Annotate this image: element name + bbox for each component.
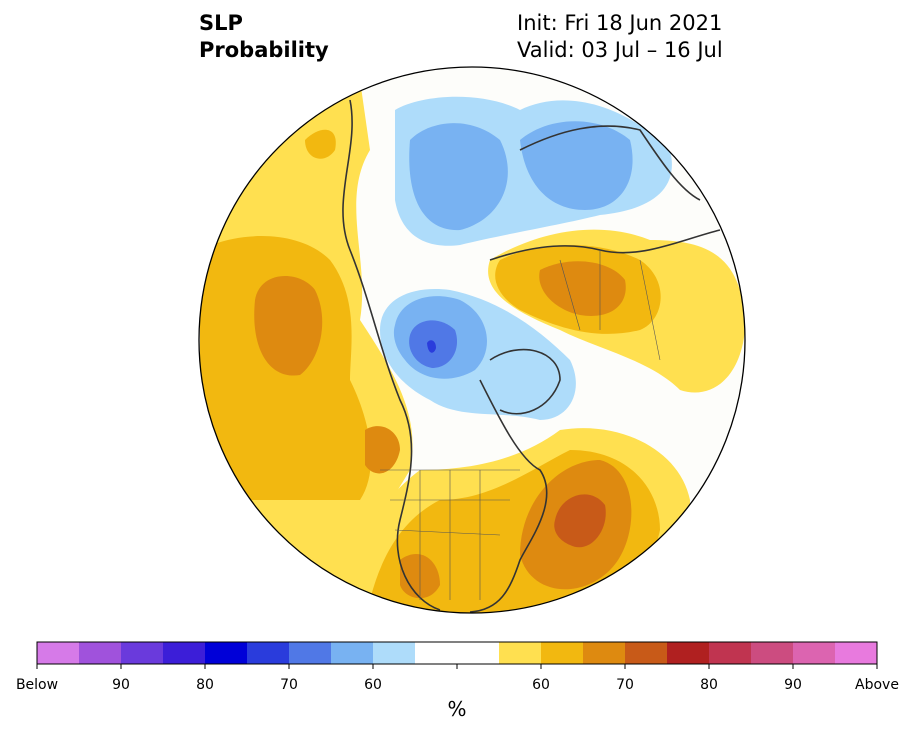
colorbar-cell	[793, 642, 836, 664]
colorbar-cells	[37, 642, 878, 664]
colorbar-tick-label: 70	[616, 677, 634, 693]
anomaly-atlantic-90	[554, 494, 606, 548]
anomaly-rockies-80	[365, 426, 400, 474]
colorbar-tick-label: Below	[16, 677, 58, 693]
anomaly-canada-90	[427, 340, 436, 353]
colorbar-cell	[163, 642, 206, 664]
coastline-north-america	[342, 99, 441, 611]
colorbar-cell	[415, 642, 458, 664]
colorbar-ticks: Below 90 80 70 60 60 70 80 90 Above	[16, 664, 899, 693]
colorbar-tick-label: 70	[280, 677, 298, 693]
colorbar-tick-label: 60	[364, 677, 382, 693]
colorbar-cell	[121, 642, 164, 664]
colorbar-cell	[625, 642, 668, 664]
coastline-siberia	[519, 125, 701, 201]
colorbar-cell	[331, 642, 374, 664]
anomaly-alaska-70	[305, 129, 336, 159]
colorbar-tick-label: 80	[700, 677, 718, 693]
colorbar-cell	[583, 642, 626, 664]
coastline-greenland	[489, 348, 561, 415]
title-variable: SLP	[199, 11, 243, 35]
colorbar-tick-label: 80	[196, 677, 214, 693]
colorbar-cell	[541, 642, 584, 664]
colorbar-tick-label: 60	[532, 677, 550, 693]
forecast-dates: Init: Fri 18 Jun 2021 Valid: 03 Jul – 16…	[517, 10, 723, 64]
colorbar-tick-label: 90	[784, 677, 802, 693]
anomaly-eurasia-80	[539, 261, 626, 316]
colorbar-cell	[835, 642, 878, 664]
colorbar-cell	[373, 642, 416, 664]
anomaly-arctic-70a	[409, 123, 508, 231]
colorbar-cell	[289, 642, 332, 664]
map-title: SLP Probability	[199, 10, 329, 64]
anomaly-arctic-70b	[520, 121, 633, 210]
colorbar-tick-label: 90	[112, 677, 130, 693]
colorbar-cell	[205, 642, 248, 664]
colorbar-cell	[79, 642, 122, 664]
title-product: Probability	[199, 38, 329, 62]
borders	[380, 250, 661, 600]
colorbar-cell	[709, 642, 752, 664]
colorbar-cell	[247, 642, 290, 664]
colorbar-cell	[751, 642, 794, 664]
init-date: Init: Fri 18 Jun 2021	[517, 11, 723, 35]
colorbar-cell	[457, 642, 500, 664]
colorbar-tick-label: Above	[855, 677, 899, 693]
polar-map	[198, 66, 746, 614]
colorbar-unit: %	[447, 697, 466, 721]
coastline-east-america	[469, 379, 548, 613]
colorbar-cell	[37, 642, 80, 664]
valid-range: Valid: 03 Jul – 16 Jul	[517, 38, 723, 62]
map-boundary	[198, 66, 746, 614]
colorbar-cell	[667, 642, 710, 664]
anomaly-pacific-80	[254, 276, 323, 376]
colorbar-cell	[499, 642, 542, 664]
